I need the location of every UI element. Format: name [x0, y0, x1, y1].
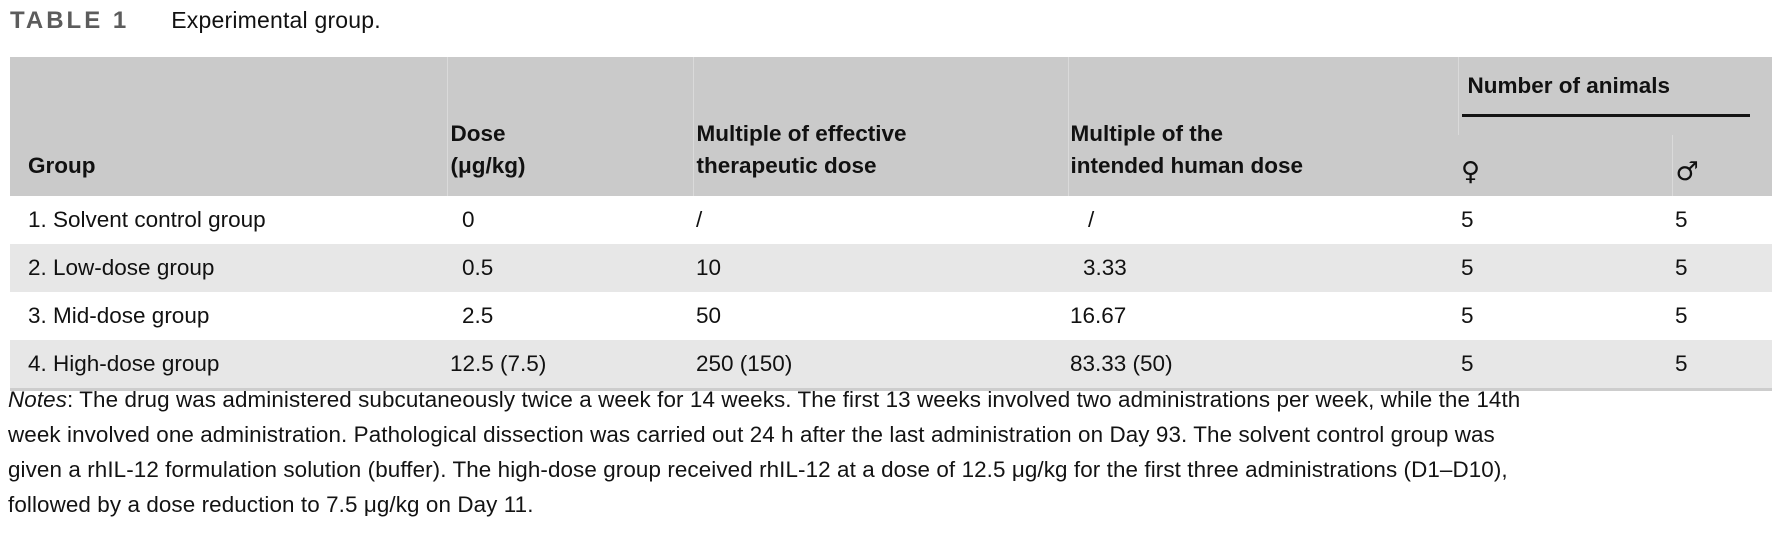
table-header: Group Dose (μg/kg) Multiple of effective… [10, 57, 1773, 196]
spanner-rule [1461, 114, 1751, 117]
cell-multiple-human: 3.33 [1083, 255, 1127, 280]
col-header-dose-line2: (μg/kg) [450, 153, 526, 178]
col-header-dose-line1: Dose [450, 121, 506, 146]
cell-female-count: 5 [1461, 255, 1474, 280]
cell-male-count: 5 [1675, 351, 1688, 376]
notes-line-4: followed by a dose reduction to 7.5 μg/k… [8, 492, 534, 517]
col-header-dose: Dose (μg/kg) [446, 57, 693, 196]
table-row: 4. High-dose group 12.5 (7.5) 250 (150) … [10, 340, 1773, 390]
cell-multiple-effective: 50 [696, 303, 722, 328]
cell-multiple-human: / [1088, 207, 1095, 232]
notes-line-2: week involved one administration. Pathol… [8, 422, 1495, 447]
notes-label: Notes [8, 387, 67, 412]
cell-dose: 12.5 (7.5) [450, 351, 547, 376]
cell-dose: 0.5 [462, 255, 494, 280]
col-header-male: ♂ [1671, 135, 1773, 196]
cell-group: 4. High-dose group [28, 351, 220, 376]
cell-multiple-human: 83.33 (50) [1070, 351, 1173, 376]
number-of-animals-label: Number of animals [1467, 73, 1671, 98]
table-caption: Experimental group. [171, 7, 381, 33]
col-header-multiple-effective: Multiple of effective therapeutic dose [692, 57, 1068, 196]
cell-dose: 2.5 [462, 303, 494, 328]
table-body: 1. Solvent control group 0 / / 5 5 2. Lo… [10, 196, 1773, 390]
cell-male-count: 5 [1675, 207, 1688, 232]
table-title: TABLE 1 Experimental group. [10, 7, 381, 35]
col-header-multiple-human-line1: Multiple of the [1070, 121, 1223, 146]
cell-multiple-effective: 250 (150) [696, 351, 793, 376]
table-row: 1. Solvent control group 0 / / 5 5 [10, 196, 1772, 244]
cell-female-count: 5 [1461, 351, 1474, 376]
cell-female-count: 5 [1461, 303, 1474, 328]
cell-group: 3. Mid-dose group [28, 303, 210, 328]
cell-multiple-effective: / [696, 207, 703, 232]
col-header-number-of-animals: Number of animals [1457, 57, 1773, 135]
experimental-group-table: Group Dose (μg/kg) Multiple of effective… [10, 57, 1773, 391]
notes-line-3: given a rhIL-12 formulation solution (bu… [8, 457, 1508, 482]
table-notes: Notes: The drug was administered subcuta… [8, 382, 1768, 522]
table-row: 3. Mid-dose group 2.5 50 16.67 5 5 [10, 292, 1772, 340]
col-header-group-label: Group [28, 153, 96, 178]
col-header-female: ♀ [1458, 135, 1672, 196]
cell-multiple-human: 16.67 [1070, 303, 1127, 328]
cell-dose: 0 [462, 207, 475, 232]
cell-group: 1. Solvent control group [28, 207, 266, 232]
col-header-multiple-effective-line2: therapeutic dose [696, 153, 877, 178]
table-number-label: TABLE 1 [10, 7, 130, 34]
cell-male-count: 5 [1675, 303, 1688, 328]
notes-line-1-text: : The drug was administered subcutaneous… [67, 387, 1521, 412]
col-header-group: Group [10, 57, 447, 196]
col-header-multiple-effective-line1: Multiple of effective [696, 121, 907, 146]
female-icon: ♀ [1461, 157, 1481, 187]
table-row: 2. Low-dose group 0.5 10 3.33 5 5 [10, 244, 1773, 292]
col-header-multiple-human: Multiple of the intended human dose [1067, 57, 1458, 196]
notes-line-1: Notes: The drug was administered subcuta… [8, 382, 1768, 417]
male-icon: ♂ [1675, 157, 1699, 187]
cell-group: 2. Low-dose group [28, 255, 215, 280]
cell-male-count: 5 [1675, 255, 1688, 280]
col-header-multiple-human-line2: intended human dose [1070, 153, 1304, 178]
cell-multiple-effective: 10 [696, 255, 722, 280]
cell-female-count: 5 [1461, 207, 1474, 232]
